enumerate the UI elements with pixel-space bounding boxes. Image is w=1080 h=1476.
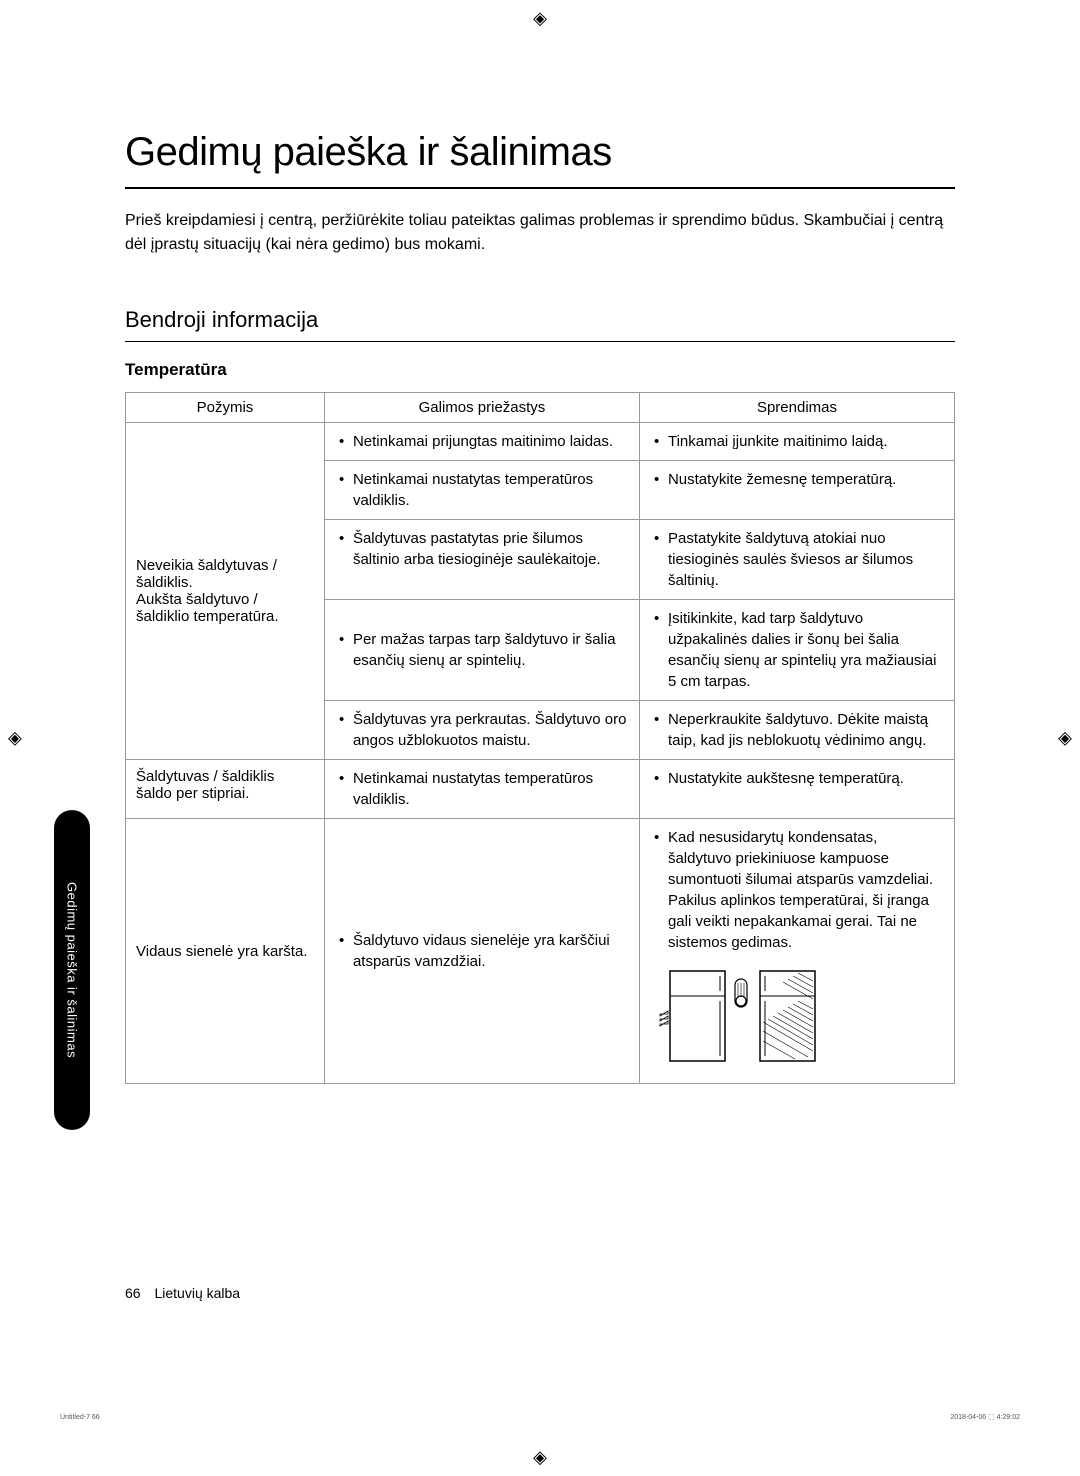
cell-solution: Įsitikinkite, kad tarp šaldytuvo užpakal… <box>639 600 954 701</box>
cell-symptom: Neveikia šaldytuvas / šaldiklis. Aukšta … <box>126 423 325 760</box>
subsection-title: Temperatūra <box>125 360 955 380</box>
header-symptom: Požymis <box>126 393 325 423</box>
cell-solution: Nustatykite aukštesnę temperatūrą. <box>639 760 954 819</box>
meta-filename: Untitled-7 66 <box>60 1414 100 1421</box>
cell-solution: Pastatykite šaldytuvą atokiai nuo tiesio… <box>639 520 954 600</box>
cell-cause: Netinkamai prijungtas maitinimo laidas. <box>324 423 639 461</box>
crop-mark-bottom: ◈ <box>533 1447 547 1468</box>
cell-cause: Šaldytuvas yra perkrautas. Šaldytuvo oro… <box>324 701 639 760</box>
table-row: Vidaus sienelė yra karšta. Šaldytuvo vid… <box>126 819 955 1084</box>
cell-symptom: Šaldytuvas / šaldiklis šaldo per stipria… <box>126 760 325 819</box>
cell-cause: Netinkamai nustatytas temperatūros valdi… <box>324 461 639 520</box>
troubleshooting-table: Požymis Galimos priežastys Sprendimas Ne… <box>125 392 955 1084</box>
section-title: Bendroji informacija <box>125 307 955 333</box>
page-content: Gedimų paieška ir šalinimas Prieš kreipd… <box>0 0 1080 1144</box>
side-tab-label: Gedimų paieška ir šalinimas <box>65 882 80 1058</box>
header-solution: Sprendimas <box>639 393 954 423</box>
header-cause: Galimos priežastys <box>324 393 639 423</box>
cell-cause: Šaldytuvo vidaus sienelėje yra karščiui … <box>324 819 639 1084</box>
cell-cause: Šaldytuvas pastatytas prie šilumos šalti… <box>324 520 639 600</box>
section-divider <box>125 341 955 342</box>
table-row: Šaldytuvas / šaldiklis šaldo per stipria… <box>126 760 955 819</box>
title-divider <box>125 187 955 189</box>
cell-solution: Nustatykite žemesnę temperatūrą. <box>639 461 954 520</box>
page-footer: 66 Lietuvių kalba <box>125 1285 240 1301</box>
side-tab: Gedimų paieška ir šalinimas <box>54 810 90 1130</box>
cell-solution: Neperkraukite šaldytuvo. Dėkite maistą t… <box>639 701 954 760</box>
cell-symptom: Vidaus sienelė yra karšta. <box>126 819 325 1084</box>
meta-timestamp: 2018-04-06 ⬚ 4:29:02 <box>950 1413 1020 1421</box>
cell-cause: Per mažas tarpas tarp šaldytuvo ir šalia… <box>324 600 639 701</box>
cell-solution: Tinkamai įjunkite maitinimo laidą. <box>639 423 954 461</box>
footer-language: Lietuvių kalba <box>154 1285 240 1301</box>
cell-cause: Netinkamai nustatytas temperatūros valdi… <box>324 760 639 819</box>
cell-solution: Kad nesusidarytų kondensatas, šaldytuvo … <box>639 819 954 1084</box>
intro-paragraph: Prieš kreipdamiesi į centrą, peržiūrėkit… <box>125 209 955 257</box>
fridge-diagram-icon <box>650 961 830 1071</box>
page-number: 66 <box>125 1285 141 1301</box>
table-row: Neveikia šaldytuvas / šaldiklis. Aukšta … <box>126 423 955 461</box>
page-title: Gedimų paieška ir šalinimas <box>125 130 955 175</box>
